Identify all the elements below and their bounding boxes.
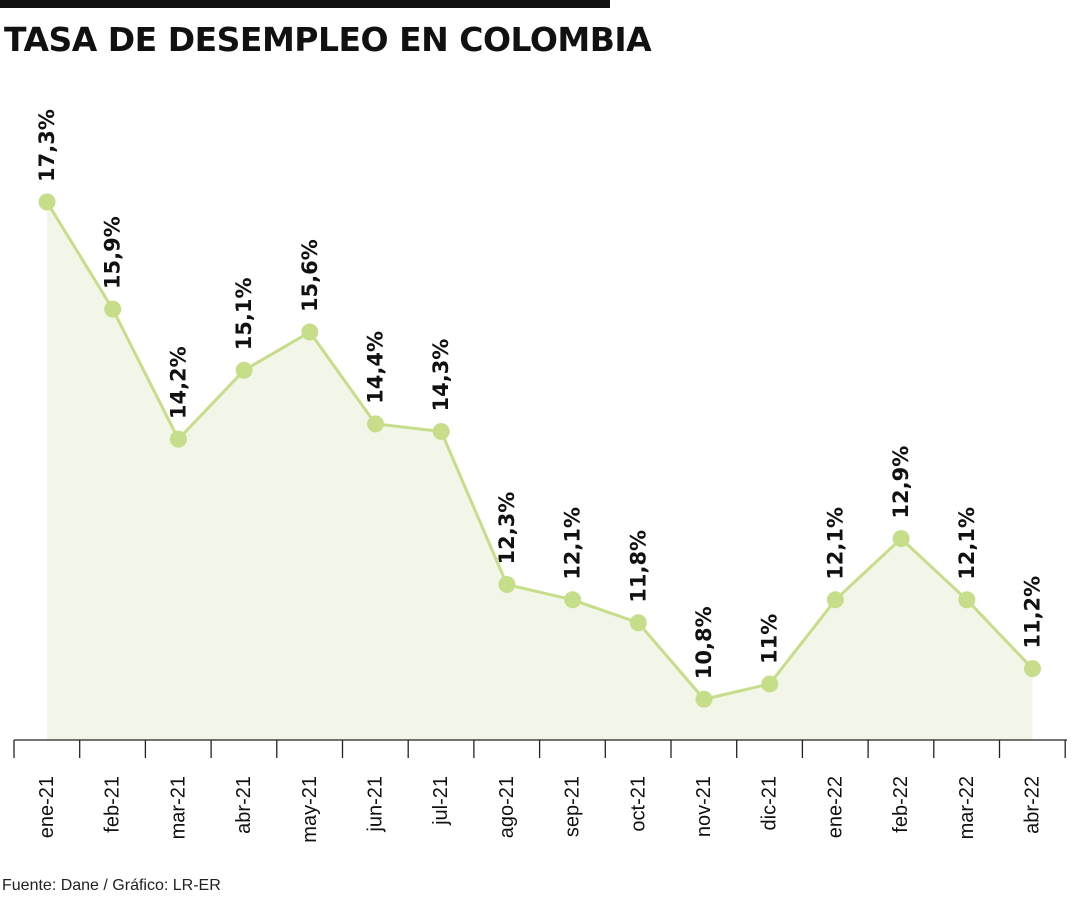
x-tick-label: mar-21	[167, 776, 189, 839]
data-point	[367, 415, 384, 433]
data-label: 11,8%	[626, 530, 650, 603]
source-note: Fuente: Dane / Gráfico: LR-ER	[2, 877, 221, 894]
x-tick-label: jul-21	[430, 776, 452, 826]
x-tick-label: dic-21	[759, 776, 781, 830]
x-tick-label: ene-22	[824, 776, 846, 838]
data-label: 15,9%	[101, 216, 125, 289]
x-tick-label: ago-21	[496, 776, 518, 838]
data-point	[498, 576, 516, 593]
series-line	[45, 201, 1034, 701]
data-point	[169, 430, 187, 448]
x-tick-label: abr-22	[1022, 776, 1044, 834]
x-tick-label: jun-21	[365, 776, 387, 833]
data-point	[104, 300, 122, 318]
data-point	[958, 591, 976, 609]
data-point	[38, 193, 56, 211]
data-label: 14,4%	[364, 331, 388, 404]
x-tick-label: mar-22	[956, 776, 978, 839]
data-point	[826, 591, 844, 609]
data-point	[301, 323, 319, 341]
area-fill	[47, 202, 1033, 740]
data-point	[564, 591, 582, 609]
x-tick-label: ene-21	[36, 776, 58, 838]
data-point	[761, 675, 779, 693]
data-point	[1024, 660, 1041, 678]
data-point	[432, 423, 450, 440]
data-point	[695, 690, 713, 708]
data-point	[629, 614, 647, 632]
x-tick-label: oct-21	[627, 776, 649, 832]
x-tick-label: may-21	[299, 776, 321, 843]
title-rule	[0, 0, 610, 8]
chart-title: TASA DE DESEMPLEO EN COLOMBIA	[4, 20, 652, 59]
x-tick-label: abr-21	[233, 776, 255, 834]
x-tick-label: feb-22	[890, 776, 912, 833]
data-label: 12,9%	[889, 446, 913, 519]
data-label: 11%	[758, 614, 782, 664]
data-label: 11,2%	[1021, 576, 1045, 649]
data-label: 15,6%	[298, 239, 322, 312]
data-label: 12,1%	[955, 507, 979, 580]
x-tick-label: nov-21	[693, 776, 715, 837]
x-tick-label: feb-21	[102, 776, 124, 833]
x-tick-label: sep-21	[562, 776, 584, 837]
data-point	[235, 361, 253, 379]
data-label: 12,1%	[561, 507, 585, 580]
data-label: 15,1%	[232, 277, 256, 350]
data-label: 17,3%	[35, 109, 59, 182]
data-label: 12,1%	[823, 507, 847, 580]
data-label: 12,3%	[495, 492, 519, 565]
data-label: 14,3%	[429, 339, 453, 412]
data-label: 10,8%	[692, 606, 716, 679]
data-label: 14,2%	[166, 346, 190, 419]
data-point	[892, 530, 910, 548]
